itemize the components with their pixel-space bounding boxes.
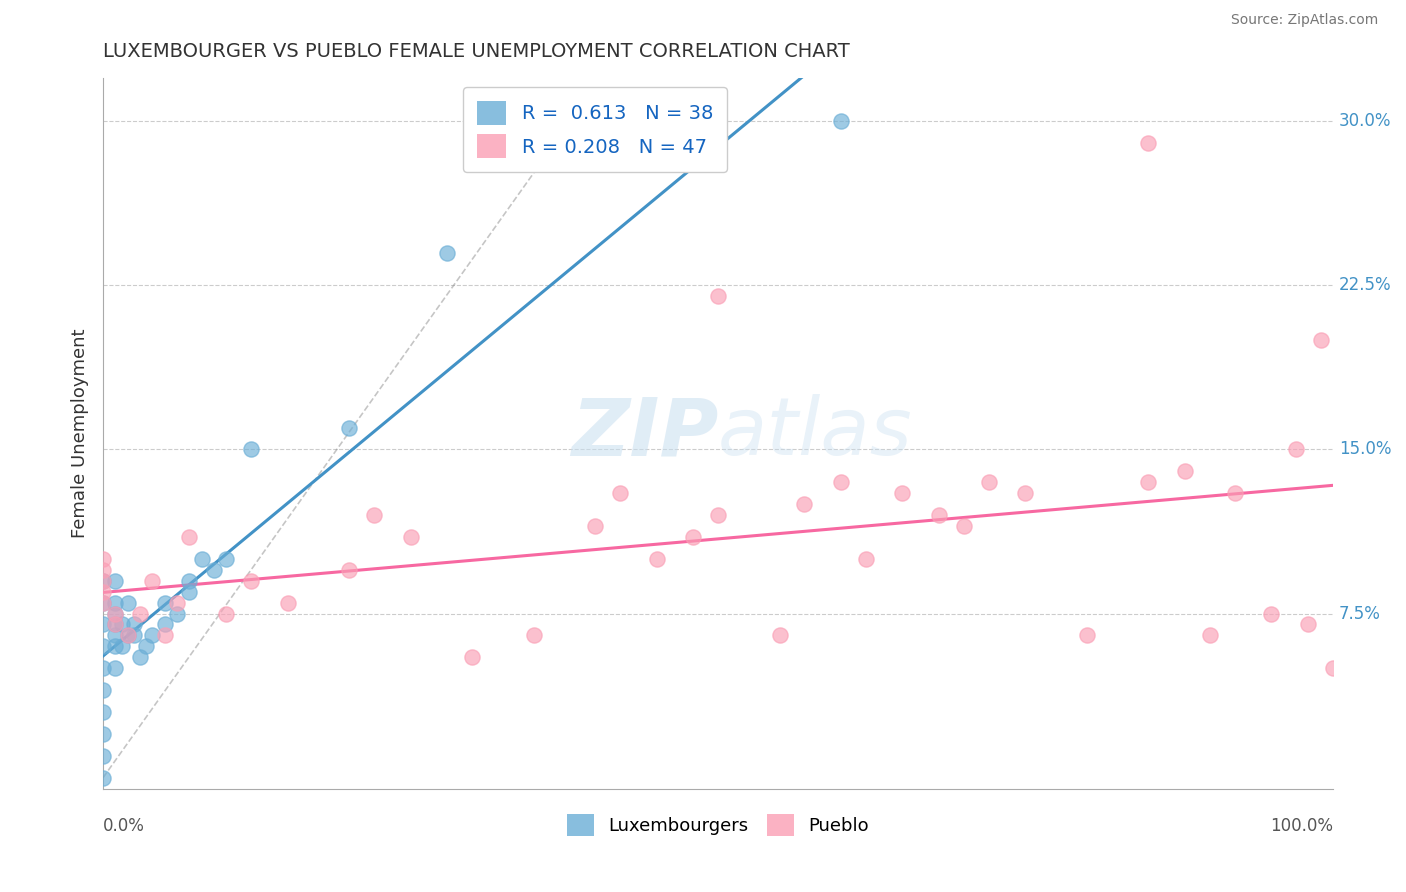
Point	[153, 596, 176, 610]
Point	[91, 640, 114, 654]
Point	[91, 574, 114, 588]
Point	[91, 748, 114, 763]
Point	[117, 628, 139, 642]
Point	[91, 661, 114, 675]
Point	[682, 530, 704, 544]
Point	[239, 442, 262, 457]
Point	[399, 530, 422, 544]
Text: Source: ZipAtlas.com: Source: ZipAtlas.com	[1230, 13, 1378, 28]
Text: 30.0%: 30.0%	[1339, 112, 1392, 130]
Point	[239, 574, 262, 588]
Y-axis label: Female Unemployment: Female Unemployment	[72, 328, 89, 538]
Point	[1223, 486, 1246, 500]
Point	[1014, 486, 1036, 500]
Point	[129, 607, 152, 621]
Point	[337, 420, 360, 434]
Point	[91, 617, 114, 632]
Point	[91, 596, 114, 610]
Point	[141, 574, 163, 588]
Point	[461, 650, 484, 665]
Point	[1137, 136, 1160, 151]
Text: 15.0%: 15.0%	[1339, 441, 1392, 458]
Point	[215, 552, 238, 566]
Point	[337, 563, 360, 577]
Point	[277, 596, 299, 610]
Point	[830, 475, 852, 490]
Point	[91, 596, 114, 610]
Point	[1174, 464, 1197, 478]
Point	[1076, 628, 1098, 642]
Point	[91, 705, 114, 719]
Point	[104, 640, 127, 654]
Point	[129, 650, 152, 665]
Point	[707, 289, 730, 303]
Text: atlas: atlas	[718, 394, 912, 472]
Point	[104, 574, 127, 588]
Point	[166, 607, 188, 621]
Point	[104, 617, 127, 632]
Point	[110, 640, 132, 654]
Point	[166, 596, 188, 610]
Point	[1199, 628, 1222, 642]
Point	[104, 596, 127, 610]
Point	[104, 607, 127, 621]
Text: 7.5%: 7.5%	[1339, 605, 1381, 623]
Point	[645, 552, 668, 566]
Text: 22.5%: 22.5%	[1339, 277, 1392, 294]
Point	[1309, 333, 1331, 347]
Point	[202, 563, 225, 577]
Point	[135, 640, 157, 654]
Point	[117, 628, 139, 642]
Point	[110, 617, 132, 632]
Point	[153, 628, 176, 642]
Point	[91, 727, 114, 741]
Point	[583, 519, 606, 533]
Point	[1285, 442, 1308, 457]
Text: LUXEMBOURGER VS PUEBLO FEMALE UNEMPLOYMENT CORRELATION CHART: LUXEMBOURGER VS PUEBLO FEMALE UNEMPLOYME…	[103, 42, 849, 61]
Point	[928, 508, 950, 522]
Point	[91, 584, 114, 599]
Point	[91, 574, 114, 588]
Point	[104, 617, 127, 632]
Point	[1137, 475, 1160, 490]
Point	[179, 530, 201, 544]
Point	[768, 628, 790, 642]
Point	[522, 628, 544, 642]
Text: 100.0%: 100.0%	[1270, 817, 1333, 835]
Point	[436, 245, 458, 260]
Point	[153, 617, 176, 632]
Point	[91, 563, 114, 577]
Point	[91, 771, 114, 785]
Point	[179, 584, 201, 599]
Point	[830, 114, 852, 128]
Point	[1298, 617, 1320, 632]
Point	[141, 628, 163, 642]
Point	[215, 607, 238, 621]
Point	[190, 552, 212, 566]
Point	[977, 475, 1000, 490]
Point	[609, 486, 631, 500]
Point	[1322, 661, 1344, 675]
Point	[793, 497, 815, 511]
Text: 0.0%: 0.0%	[103, 817, 145, 835]
Point	[91, 683, 114, 698]
Point	[707, 508, 730, 522]
Point	[891, 486, 914, 500]
Point	[122, 617, 145, 632]
Point	[104, 607, 127, 621]
Point	[91, 552, 114, 566]
Point	[953, 519, 976, 533]
Legend: Luxembourgers, Pueblo: Luxembourgers, Pueblo	[560, 807, 876, 844]
Point	[104, 661, 127, 675]
Point	[1260, 607, 1282, 621]
Point	[104, 628, 127, 642]
Point	[122, 628, 145, 642]
Point	[179, 574, 201, 588]
Point	[363, 508, 385, 522]
Point	[117, 596, 139, 610]
Text: ZIP: ZIP	[571, 394, 718, 472]
Point	[855, 552, 877, 566]
